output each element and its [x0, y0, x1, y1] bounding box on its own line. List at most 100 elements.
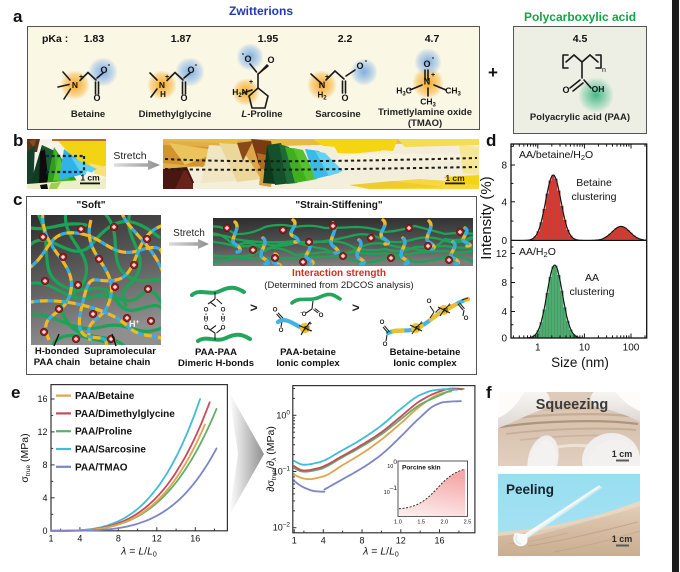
svg-text:4: 4 [77, 534, 82, 544]
svg-text:Betaine: Betaine [576, 177, 612, 189]
svg-text:H: H [221, 316, 226, 323]
svg-text:AA/betaine/H2O: AA/betaine/H2O [519, 149, 593, 162]
svg-text:1.0: 1.0 [394, 519, 402, 525]
svg-text:1.5: 1.5 [417, 519, 425, 525]
svg-text:+: + [165, 74, 169, 81]
svg-text:100: 100 [276, 409, 290, 420]
svg-text:1: 1 [292, 536, 297, 546]
svg-text:N: N [415, 326, 420, 333]
svg-text:N: N [424, 77, 431, 87]
svg-text:1: 1 [48, 534, 53, 544]
svg-text:16: 16 [190, 534, 200, 544]
svg-text:-: - [365, 56, 368, 65]
svg-text:0: 0 [501, 334, 507, 345]
svg-text:∂σtrue/∂λ (MPa): ∂σtrue/∂λ (MPa) [265, 426, 278, 492]
svg-text:clustering: clustering [570, 286, 615, 298]
svg-text:12: 12 [152, 534, 162, 544]
svg-text:O: O [221, 325, 226, 332]
svg-text:O: O [380, 319, 385, 326]
svg-text:O: O [187, 65, 194, 75]
svg-text:H+: H+ [129, 319, 140, 329]
svg-text:O: O [221, 307, 226, 314]
svg-text:10–1: 10–1 [273, 466, 291, 477]
svg-text:Size (nm): Size (nm) [551, 355, 609, 370]
svg-text:O: O [356, 61, 363, 71]
svg-text:H2: H2 [317, 91, 327, 102]
svg-text:+: + [79, 74, 83, 81]
svg-text:10: 10 [579, 343, 591, 354]
svg-text:+: + [420, 321, 423, 327]
svg-text:16: 16 [37, 394, 47, 404]
svg-text:λ = L/L0: λ = L/L0 [120, 546, 157, 559]
svg-text:O: O [267, 55, 274, 65]
svg-text:Squeezing: Squeezing [536, 397, 609, 413]
svg-text:10–2: 10–2 [273, 522, 291, 533]
svg-text:O: O [93, 93, 100, 103]
svg-text:-: - [108, 60, 111, 69]
svg-text:4: 4 [501, 198, 507, 209]
svg-text:λ = L/L0: λ = L/L0 [362, 546, 399, 559]
svg-text:-: - [242, 49, 245, 58]
svg-text:+: + [431, 72, 435, 79]
svg-text:O: O [180, 93, 187, 103]
svg-text:σtrue (MPa): σtrue (MPa) [19, 433, 32, 482]
svg-text:PAA/Proline: PAA/Proline [75, 427, 132, 438]
svg-text:+: + [448, 303, 451, 309]
svg-text:H: H [160, 90, 166, 99]
svg-text:N: N [443, 308, 448, 315]
svg-text:CH3: CH3 [420, 97, 436, 109]
svg-text:-: - [195, 60, 198, 69]
svg-text:1 cm: 1 cm [445, 173, 465, 183]
svg-text:n: n [602, 67, 606, 74]
svg-text:1 cm: 1 cm [612, 449, 633, 459]
svg-text:H: H [204, 316, 209, 323]
svg-text:O: O [302, 311, 307, 318]
svg-text:PAA/TMAO: PAA/TMAO [75, 462, 128, 473]
svg-text:O: O [423, 59, 430, 69]
svg-text:PAA/Sarcosine: PAA/Sarcosine [75, 445, 146, 456]
svg-text:Porcine skin: Porcine skin [402, 465, 441, 472]
svg-text:+: + [325, 74, 329, 81]
svg-text:AA: AA [585, 272, 599, 284]
svg-text:1: 1 [535, 343, 541, 354]
svg-text:N: N [72, 80, 78, 90]
svg-text:1 cm: 1 cm [80, 173, 100, 183]
svg-text:O: O [273, 307, 278, 314]
svg-text:clustering: clustering [572, 191, 617, 203]
svg-text:O: O [341, 93, 348, 103]
svg-text:O: O [244, 54, 251, 64]
svg-text:Peeling: Peeling [506, 482, 554, 497]
svg-text:8: 8 [116, 534, 121, 544]
svg-text:10–1: 10–1 [384, 485, 398, 496]
svg-text:+: + [249, 79, 253, 86]
svg-text:12: 12 [496, 249, 508, 260]
svg-text:PAA/Dimethylglycine: PAA/Dimethylglycine [75, 409, 175, 420]
svg-text:12: 12 [37, 427, 47, 437]
svg-text:16: 16 [435, 536, 445, 546]
svg-text:N: N [159, 80, 165, 90]
svg-text:H3C: H3C [396, 86, 412, 98]
svg-text:8: 8 [42, 460, 47, 470]
svg-text:N: N [304, 326, 309, 333]
svg-text:O: O [279, 327, 284, 334]
svg-text:O: O [464, 315, 469, 322]
svg-text:1 cm: 1 cm [612, 534, 633, 544]
svg-text:N: N [319, 80, 326, 90]
svg-text:O: O [100, 65, 107, 75]
svg-text:8: 8 [501, 161, 507, 172]
svg-text:O: O [562, 85, 569, 95]
svg-text:100: 100 [623, 343, 640, 354]
svg-text:PAA/Betaine: PAA/Betaine [75, 391, 135, 402]
svg-text:100: 100 [387, 459, 397, 470]
svg-text:-: - [432, 53, 435, 62]
svg-text:–: – [300, 310, 303, 315]
svg-text:O: O [319, 312, 324, 319]
svg-text:O: O [427, 298, 432, 305]
svg-text:12: 12 [396, 536, 406, 546]
svg-text:AA/H2O: AA/H2O [519, 246, 556, 259]
svg-text:O: O [204, 325, 209, 332]
svg-text:+: + [309, 321, 312, 327]
svg-text:8: 8 [501, 278, 507, 289]
svg-text:O: O [204, 307, 209, 314]
svg-text:0: 0 [501, 236, 507, 247]
